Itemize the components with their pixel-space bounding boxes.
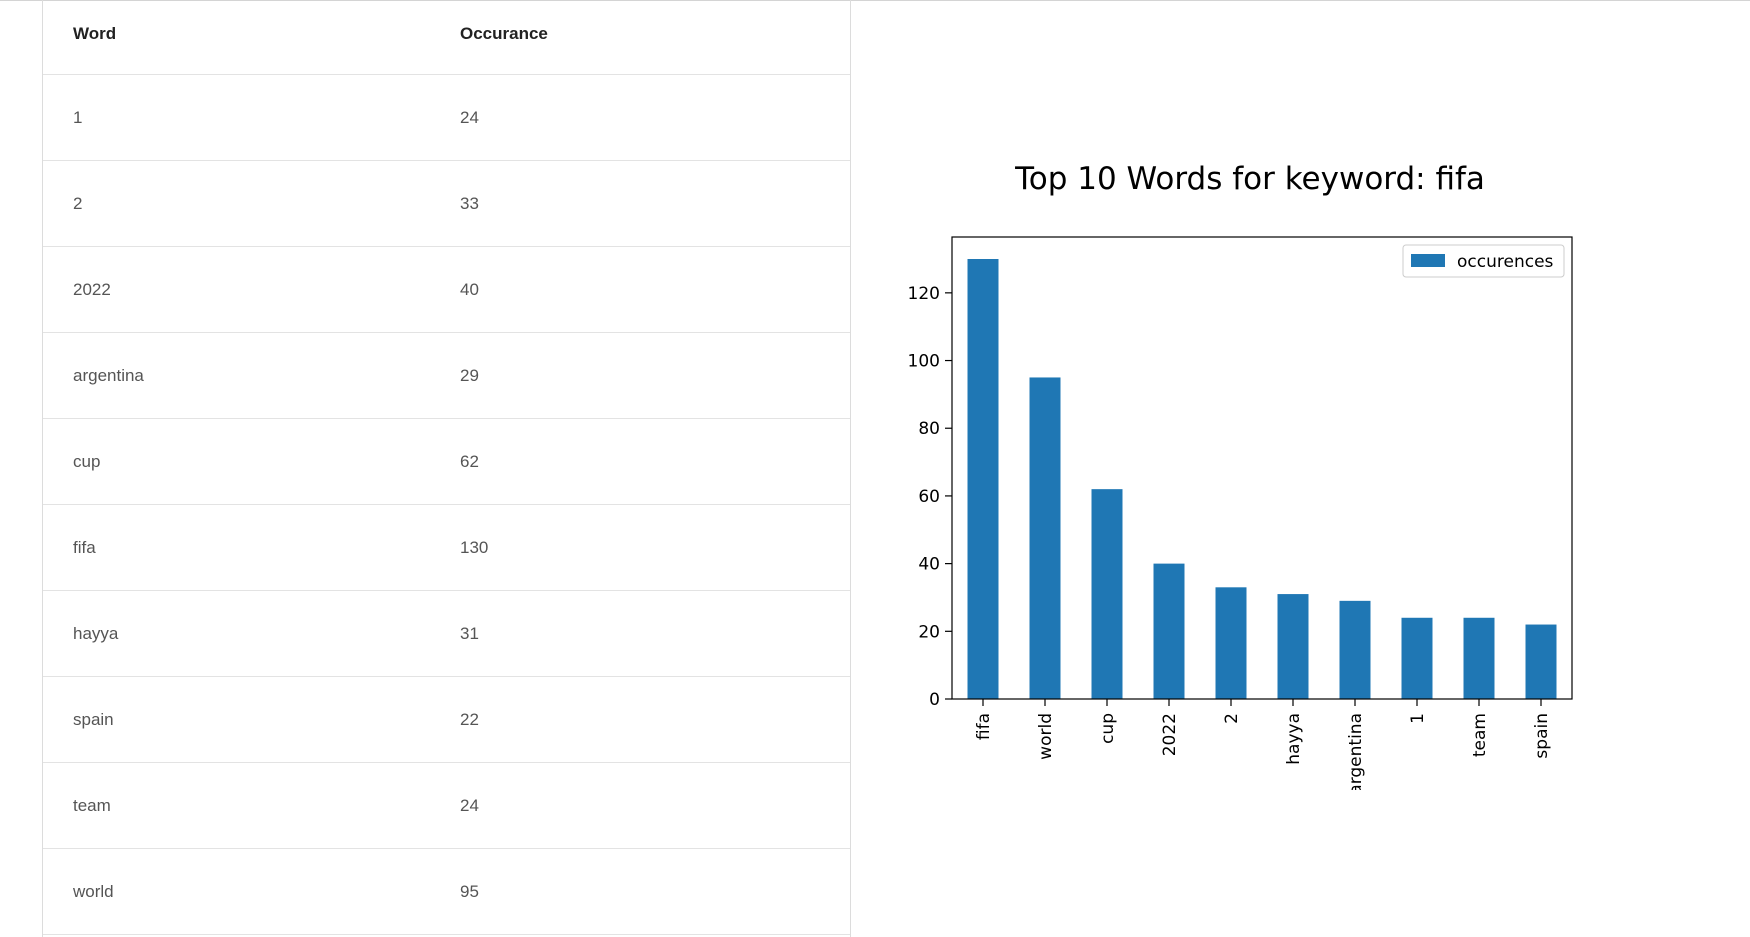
cell-occurance: 62 xyxy=(460,452,479,471)
cell-occurance: 29 xyxy=(460,366,479,385)
top-divider xyxy=(0,0,1750,1)
x-tick-label: world xyxy=(1036,713,1056,760)
cell-occurance: 40 xyxy=(460,280,479,299)
table-row: cup 62 xyxy=(43,419,850,505)
bar-chart-container: Top 10 Words for keyword: fifa 0 20 40 60 80… xyxy=(880,150,1600,790)
cell-word: hayya xyxy=(73,624,119,643)
cell-word: team xyxy=(73,796,111,815)
bar-cup xyxy=(1091,489,1123,699)
cell-occurance: 33 xyxy=(460,194,479,213)
cell-word: 2022 xyxy=(73,280,111,299)
y-tick-label: 40 xyxy=(918,555,940,575)
bar-chart: Top 10 Words for keyword: fifa 0 20 40 60 80… xyxy=(908,161,1573,790)
bar-world xyxy=(1029,377,1061,699)
y-tick-label: 60 xyxy=(918,487,940,507)
legend-swatch xyxy=(1411,254,1445,267)
bar-argentina xyxy=(1339,600,1371,699)
cell-occurance: 130 xyxy=(460,538,489,557)
cell-word: 2 xyxy=(73,194,83,213)
cell-word: 1 xyxy=(73,108,83,127)
bar-team xyxy=(1463,617,1495,699)
cell-occurance: 31 xyxy=(460,624,479,643)
x-tick-label: 2022 xyxy=(1160,713,1180,756)
table-header: Word Occurance xyxy=(43,0,850,75)
cell-word: fifa xyxy=(73,538,96,557)
x-tick-label: 1 xyxy=(1408,713,1428,724)
legend-label: occurences xyxy=(1457,252,1554,272)
header-word[interactable]: Word xyxy=(73,24,117,43)
table-row: argentina 29 xyxy=(43,333,850,419)
table-row: hayya 31 xyxy=(43,591,850,677)
x-tick-label: spain xyxy=(1532,713,1552,759)
x-tick-label: fifa xyxy=(974,713,994,740)
bar-1 xyxy=(1401,617,1433,699)
x-tick-label: hayya xyxy=(1284,713,1304,765)
table-row: spain 22 xyxy=(43,677,850,763)
x-axis: fifa world cup 2022 2 hayya argentina 1 team spai… xyxy=(974,699,1552,790)
table-row: team 24 xyxy=(43,763,850,849)
y-tick-label: 120 xyxy=(908,284,940,304)
bar-hayya xyxy=(1277,594,1309,699)
table-row: fifa 130 xyxy=(43,505,850,591)
table-row: 1 24 xyxy=(43,75,850,161)
bar-fifa xyxy=(967,259,999,699)
bar-2 xyxy=(1215,587,1247,699)
y-tick-label: 20 xyxy=(918,622,940,642)
x-tick-label: team xyxy=(1470,713,1490,757)
cell-word: cup xyxy=(73,452,101,471)
x-tick-label: cup xyxy=(1098,713,1118,744)
header-occurance[interactable]: Occurance xyxy=(460,24,548,43)
x-tick-label: 2 xyxy=(1222,713,1242,724)
y-axis: 0 20 40 60 80 100 120 xyxy=(908,284,952,710)
cell-occurance: 24 xyxy=(460,108,479,127)
bar-series xyxy=(967,259,1557,699)
y-tick-label: 0 xyxy=(929,690,940,710)
table-row: 2022 40 xyxy=(43,247,850,333)
chart-title: Top 10 Words for keyword: fifa xyxy=(1014,161,1485,197)
cell-occurance: 22 xyxy=(460,710,479,729)
cell-occurance: 24 xyxy=(460,796,479,815)
bar-spain xyxy=(1525,624,1557,699)
cell-word: spain xyxy=(73,710,114,729)
y-tick-label: 80 xyxy=(918,419,940,439)
legend-box xyxy=(1402,244,1565,278)
x-tick-label: argentina xyxy=(1346,713,1366,790)
table-row: world 95 xyxy=(43,849,850,935)
table-row: 2 33 xyxy=(43,161,850,247)
bar-2022 xyxy=(1153,563,1185,699)
chart-legend: occurences xyxy=(1402,244,1565,278)
y-tick-label: 100 xyxy=(908,352,940,372)
plot-frame xyxy=(951,236,1573,700)
cell-occurance: 95 xyxy=(460,882,479,901)
cell-word: argentina xyxy=(73,366,144,385)
cell-word: world xyxy=(73,882,114,901)
word-table: Word Occurance 1 24 2 33 2022 40 argenti… xyxy=(42,0,851,937)
